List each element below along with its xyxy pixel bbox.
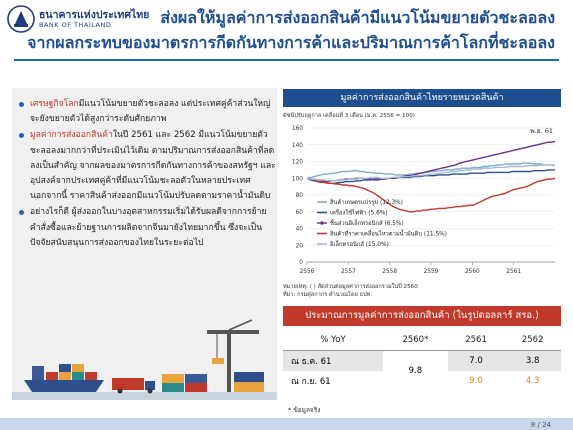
bullet-text: มีแนวโน้มขยายตัวชะลอลง แต่ประเทศคู่ค้าส่… xyxy=(30,99,271,125)
footer-bar xyxy=(0,418,573,430)
row-label: ณ ธ.ค. 61 xyxy=(283,350,384,371)
cargo-port-icon xyxy=(12,319,277,400)
bullet-panel-bg xyxy=(12,88,277,318)
bullet-dot-icon xyxy=(19,133,24,139)
bullet-item: เศรษฐกิจโลกมีแนวโน้มขยายตัวชะลอลง แต่ประ… xyxy=(18,97,276,127)
series-line xyxy=(306,164,555,182)
legend-label: เครื่องใช้ไฟฟ้า (5.6%) xyxy=(330,209,388,217)
chart-header: มูลค่าการส่งออกสินค้าไทยรายหมวดสินค้า xyxy=(283,89,561,107)
cell-2561: 9.0 xyxy=(469,376,483,386)
legend-marker xyxy=(320,221,324,225)
slide-title-line2: จากผลกระทบของมาตรการกีดกันทางการค้าและปร… xyxy=(27,33,555,52)
chart-source: ที่มา: กรมศุลกากร คำนวณโดย ธปท. xyxy=(283,292,373,298)
y-tick-label: 80 xyxy=(296,193,304,199)
y-tick-label: 20 xyxy=(296,243,304,249)
bullet-item: มูลค่าการส่งออกสินค้าในปี 2561 และ 2562 … xyxy=(18,128,276,204)
x-tick-label: 2560 xyxy=(465,269,480,275)
col-header: % YoY xyxy=(283,330,384,351)
table-row: ณ ธ.ค. 61 9.8 7.0 3.8 xyxy=(283,350,561,391)
y-tick-label: 100 xyxy=(292,176,303,182)
legend-label: สินค้าเกษตรแปรรูป (12.3%) xyxy=(330,199,403,206)
slide-title-line1: ส่งผลให้มูลค่าการส่งออกสินค้ามีแนวโน้มขย… xyxy=(160,8,555,27)
chart-subtitle: ดัชนีปรับฤดูกาล เคลื่อนที่ 3 เดือน (ม.ค.… xyxy=(283,113,415,119)
bullet-list: เศรษฐกิจโลกมีแนวโน้มขยายตัวชะลอลง แต่ประ… xyxy=(18,97,276,252)
port-illustration xyxy=(12,318,277,400)
title-divider xyxy=(14,59,559,61)
forecast-table: % YoY 2560* 2561 2562 ณ ธ.ค. 61 9.8 7.0 … xyxy=(283,330,561,391)
cell-2561: 7.0 xyxy=(447,350,505,371)
bullet-dot-icon xyxy=(19,210,24,216)
bullet-highlight: เศรษฐกิจโลก xyxy=(30,99,79,109)
y-tick-label: 120 xyxy=(292,160,303,166)
x-tick-label: 2556 xyxy=(300,269,315,275)
bullet-dot-icon xyxy=(19,102,24,107)
chart-annotation: พ.ย. 61 xyxy=(530,127,553,135)
y-tick-label: 40 xyxy=(296,227,304,233)
bot-emblem-icon xyxy=(7,5,35,33)
y-tick-label: 60 xyxy=(296,210,304,216)
series-line xyxy=(306,177,556,213)
bullet-text: อย่างไรก็ดี ผู้ส่งออกในบางอุตสาหกรรมเริ่… xyxy=(30,207,267,248)
cell-2562: 4.3 xyxy=(525,376,540,386)
chart-note: หมายเหตุ: ( ) สัดส่วนต่อมูลค่าการส่งออกร… xyxy=(283,284,418,290)
bullet-highlight: มูลค่าการส่งออกสินค้า xyxy=(30,130,113,141)
export-category-line-chart: 0 20 40 60 80 100 120 140 160 2556 2557 2558 2559 256… xyxy=(292,126,556,275)
forecast-table-header: ประมาณการมูลค่าการส่งออกสินค้า (ในรูปดอล… xyxy=(283,306,561,326)
table-footnote: * ข้อมูลจริง xyxy=(288,406,321,414)
row-label: ณ ก.ย. 61 xyxy=(291,377,331,387)
series-line xyxy=(306,169,555,184)
cell-2562: 3.8 xyxy=(504,350,561,371)
logo-text-en: BANK OF THAILAND xyxy=(39,21,112,29)
logo-text-th: ธนาคารแห่งประเทศไทย xyxy=(39,9,150,21)
legend-label: สินค้าที่ราคาเคลื่อนไหวตามน้ำมันดิบ (11.… xyxy=(330,229,447,238)
x-tick-label: 2561 xyxy=(506,269,521,275)
x-tick-label: 2559 xyxy=(424,269,439,275)
table-row: ณ ก.ย. 61 9.0 4.3 xyxy=(283,371,561,391)
chart-notes: หมายเหตุ: ( ) สัดส่วนต่อมูลค่าการส่งออกร… xyxy=(283,283,418,299)
y-tick-label: 0 xyxy=(299,260,303,266)
bot-logo: ธนาคารแห่งประเทศไทย BANK OF THAILAND xyxy=(6,4,156,38)
col-header: 2562 xyxy=(504,330,561,351)
series-line xyxy=(306,162,556,179)
bullet-text: ในปี 2561 และ 2562 มีแนวโน้มขยายตัวชะลอล… xyxy=(30,130,276,202)
y-tick-label: 160 xyxy=(292,126,303,132)
table-header-row: % YoY 2560* 2561 2562 xyxy=(283,330,561,351)
legend-label: อิเล็กทรอนิกส์ (15.0%) xyxy=(329,239,388,248)
col-header: 2561 xyxy=(447,330,505,351)
legend-label: ชิ้นส่วนอิเล็กทรอนิกส์ (6.5%) xyxy=(330,218,404,227)
y-tick-label: 140 xyxy=(292,143,303,149)
x-tick-label: 2557 xyxy=(341,269,356,275)
page-number: 8 / 24 xyxy=(530,421,551,429)
cell-2560: 9.8 xyxy=(383,350,448,391)
x-tick-label: 2558 xyxy=(382,269,397,275)
col-header: 2560* xyxy=(383,330,448,351)
bullet-item: อย่างไรก็ดี ผู้ส่งออกในบางอุตสาหกรรมเริ่… xyxy=(18,205,276,251)
